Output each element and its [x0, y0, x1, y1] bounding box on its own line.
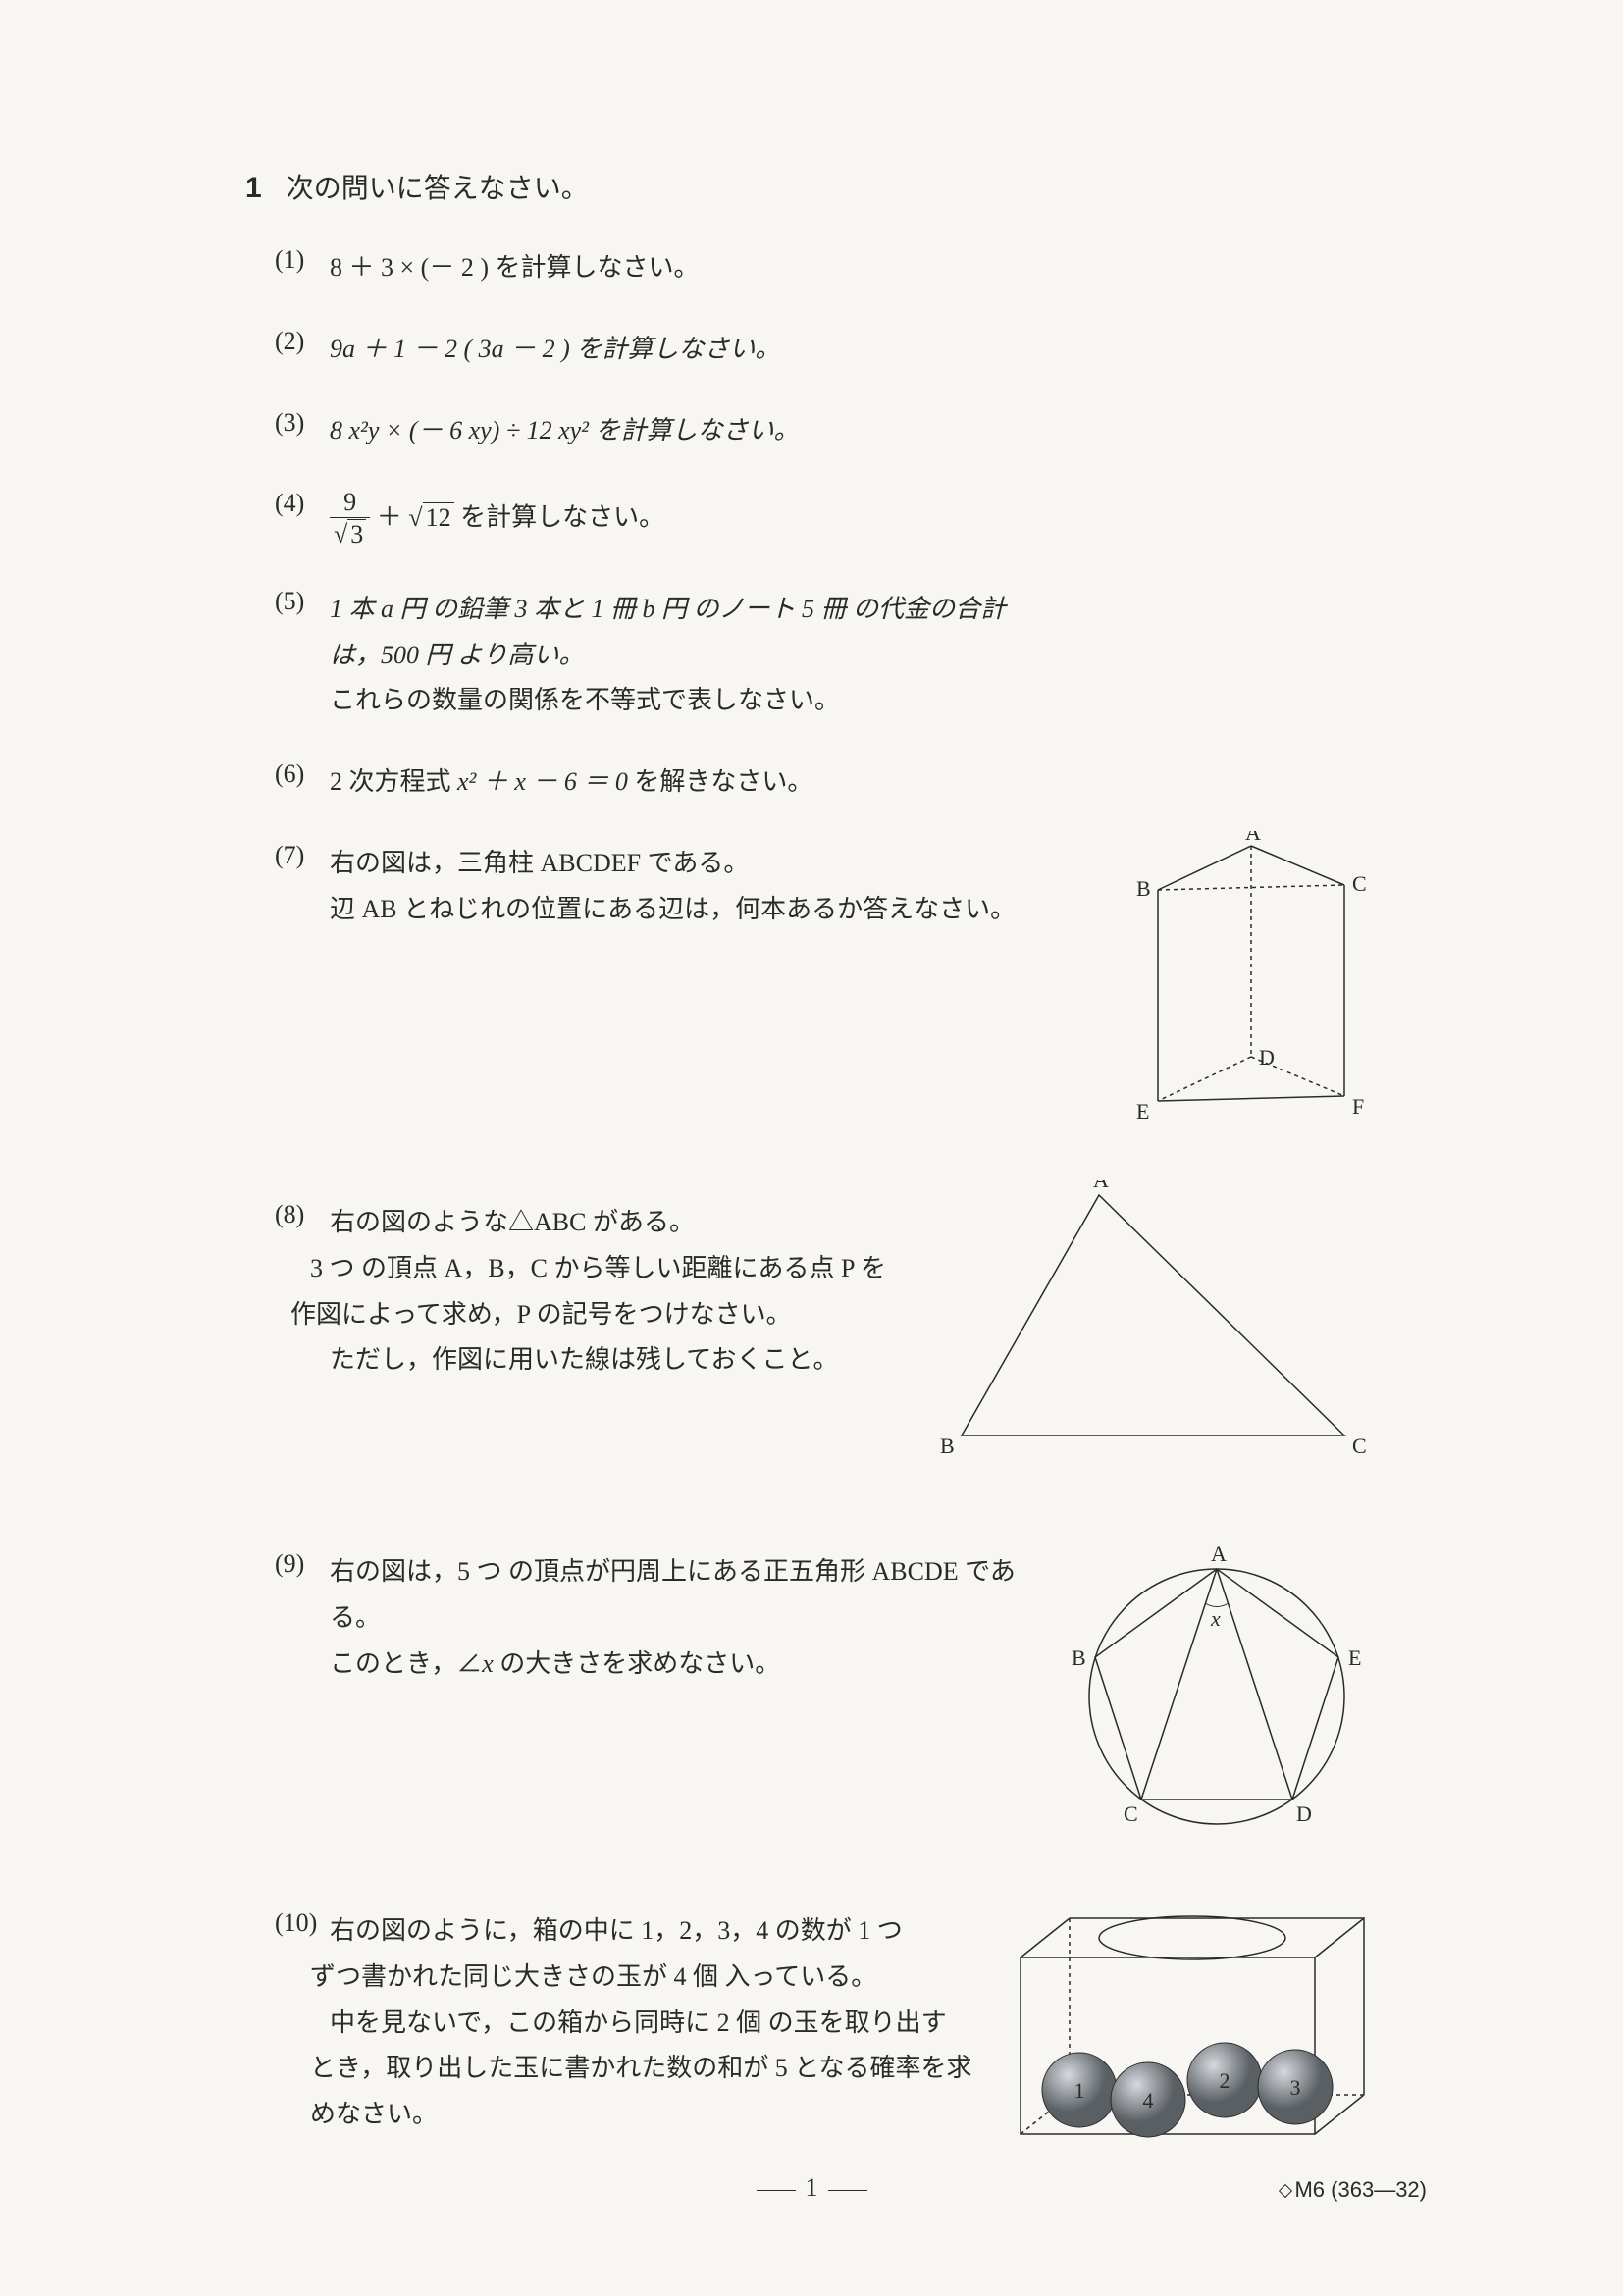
- question-8: (8) 右の図のような△ABC がある。 3 つ の頂点 A，B，C から等しい…: [275, 1200, 1427, 1514]
- question-number: (8): [275, 1200, 330, 1229]
- sqrt: 12: [408, 496, 453, 542]
- text-before: 2 次方程式: [330, 767, 457, 796]
- question-number: (9): [275, 1549, 330, 1579]
- line-1: 右の図は，5 つ の頂点が円周上にある正五角形 ABCDE である。: [330, 1557, 1016, 1632]
- question-text: 9 3 ＋ 12 を計算しなさい。: [330, 489, 1036, 550]
- line-1: 右の図のように，箱の中に 1，2，3，4 の数が 1 つ: [330, 1916, 903, 1945]
- svg-text:F: F: [1352, 1094, 1364, 1119]
- equation: x² ＋ x － 6 ＝ 0: [457, 767, 628, 796]
- question-number: (10): [275, 1908, 330, 1938]
- expression: 8 ＋ 3 × (－ 2 ): [330, 253, 489, 282]
- expression: 9a ＋ 1 － 2 ( 3a － 2 ) を計算しなさい。: [330, 335, 780, 363]
- plus-sign: ＋: [377, 503, 409, 532]
- question-2: (2) 9a ＋ 1 － 2 ( 3a － 2 ) を計算しなさい。: [275, 327, 1427, 373]
- svg-text:A: A: [1093, 1180, 1109, 1192]
- question-1: (1) 8 ＋ 3 × (－ 2 ) を計算しなさい。: [275, 245, 1427, 291]
- line-2: ずつ書かれた同じ大きさの玉が 4 個 入っている。: [310, 1962, 876, 1991]
- svg-text:E: E: [1348, 1645, 1361, 1670]
- question-number: (5): [275, 587, 330, 616]
- line-3: 中を見ないで，この箱から同時に 2 個 の玉を取り出す: [330, 2009, 947, 2037]
- line-1: 右の図のような△ABC がある。: [330, 1208, 695, 1236]
- svg-text:C: C: [1124, 1801, 1138, 1826]
- line-2-after: の大きさを求めなさい。: [494, 1649, 781, 1678]
- section-header: 1 次の問いに答えなさい。: [245, 167, 1427, 206]
- svg-text:B: B: [1136, 876, 1151, 901]
- svg-text:1: 1: [1074, 2078, 1085, 2103]
- figure-box: 1 4 2 3: [981, 1899, 1393, 2173]
- section-number: 1: [245, 172, 262, 204]
- fraction-numerator: 9: [330, 489, 370, 518]
- svg-text:3: 3: [1290, 2075, 1301, 2100]
- line-1: 右の図は，三角柱 ABCDEF である。: [330, 849, 749, 877]
- svg-text:D: D: [1259, 1045, 1275, 1070]
- line-3: 作図によって求め，P の記号をつけなさい。: [290, 1300, 792, 1329]
- text-after: を計算しなさい。: [489, 253, 700, 282]
- question-text: 2 次方程式 x² ＋ x － 6 ＝ 0 を解きなさい。: [330, 759, 1036, 806]
- svg-text:C: C: [1352, 1434, 1367, 1458]
- figure-triangle: A B C: [922, 1180, 1384, 1465]
- figure-pentagon: A B C D Ex: [1050, 1539, 1384, 1844]
- line-2: 3 つ の頂点 A，B，C から等しい距離にある点 P を: [310, 1254, 886, 1282]
- question-list: (1) 8 ＋ 3 × (－ 2 ) を計算しなさい。 (2) 9a ＋ 1 －…: [275, 245, 1427, 2173]
- line-5: めなさい。: [310, 2100, 438, 2128]
- svg-text:B: B: [940, 1434, 955, 1458]
- question-6: (6) 2 次方程式 x² ＋ x － 6 ＝ 0 を解きなさい。: [275, 759, 1427, 806]
- question-number: (2): [275, 327, 330, 356]
- svg-text:B: B: [1072, 1645, 1086, 1670]
- question-3: (3) 8 x²y × (－ 6 xy) ÷ 12 xy² を計算しなさい。: [275, 408, 1427, 454]
- line-4: ただし，作図に用いた線は残しておくこと。: [330, 1345, 838, 1374]
- question-text: 8 x²y × (－ 6 xy) ÷ 12 xy² を計算しなさい。: [330, 408, 1036, 454]
- question-9: (9) 右の図は，5 つ の頂点が円周上にある正五角形 ABCDE である。 こ…: [275, 1549, 1427, 1873]
- svg-text:x: x: [1210, 1606, 1221, 1631]
- svg-text:D: D: [1296, 1801, 1312, 1826]
- line-2: 辺 AB とねじれの位置にある辺は，何本あるか答えなさい。: [330, 895, 1016, 923]
- expression: 8 x²y × (－ 6 xy) ÷ 12 xy² を計算しなさい。: [330, 416, 799, 444]
- text-after: を計算しなさい。: [460, 503, 664, 532]
- question-number: (6): [275, 759, 330, 789]
- diamond-icon: [1279, 2184, 1292, 2198]
- question-text: 右の図は，5 つ の頂点が円周上にある正五角形 ABCDE である。 このとき，…: [330, 1549, 1036, 1687]
- svg-text:A: A: [1245, 831, 1261, 845]
- question-text: 右の図のように，箱の中に 1，2，3，4 の数が 1 つ ずつ書かれた同じ大きさ…: [330, 1908, 1036, 2138]
- question-7: (7) 右の図は，三角柱 ABCDEF である。 辺 AB とねじれの位置にある…: [275, 841, 1427, 1165]
- question-number: (3): [275, 408, 330, 438]
- footer-code-text: M6 (363—32): [1294, 2177, 1427, 2202]
- footer-code: M6 (363—32): [1281, 2177, 1427, 2203]
- question-number: (4): [275, 489, 330, 518]
- svg-text:2: 2: [1220, 2068, 1230, 2093]
- section-instruction: 次の問いに答えなさい。: [287, 174, 589, 204]
- question-number: (1): [275, 245, 330, 275]
- question-number: (7): [275, 841, 330, 870]
- question-text: 9a ＋ 1 － 2 ( 3a － 2 ) を計算しなさい。: [330, 327, 1036, 373]
- line-2: これらの数量の関係を不等式で表しなさい。: [330, 686, 840, 714]
- question-10: (10) 右の図のように，箱の中に 1，2，3，4 の数が 1 つ ずつ書かれた…: [275, 1908, 1427, 2173]
- question-text: 1 本 a 円 の鉛筆 3 本と 1 冊 b 円 のノート 5 冊 の代金の合計…: [330, 587, 1036, 724]
- line-4: とき，取り出した玉に書かれた数の和が 5 となる確率を求: [310, 2054, 971, 2082]
- line-2-before: このとき，∠: [330, 1649, 482, 1678]
- var-x: x: [482, 1649, 494, 1678]
- figure-prism: A B C D E F: [1099, 831, 1393, 1135]
- page-number-value: 1: [806, 2173, 818, 2202]
- line-1: 1 本 a 円 の鉛筆 3 本と 1 冊 b 円 のノート 5 冊 の代金の合計…: [330, 595, 1006, 669]
- svg-text:C: C: [1352, 871, 1367, 896]
- fraction: 9 3: [330, 489, 370, 550]
- question-5: (5) 1 本 a 円 の鉛筆 3 本と 1 冊 b 円 のノート 5 冊 の代…: [275, 587, 1427, 724]
- svg-text:A: A: [1211, 1541, 1227, 1566]
- text-after: を解きなさい。: [634, 767, 812, 796]
- question-text: 右の図は，三角柱 ABCDEF である。 辺 AB とねじれの位置にある辺は，何…: [330, 841, 1036, 933]
- svg-text:4: 4: [1143, 2088, 1154, 2113]
- svg-text:E: E: [1136, 1099, 1149, 1123]
- fraction-denominator: 3: [330, 518, 370, 551]
- question-4: (4) 9 3 ＋ 12 を計算しなさい。: [275, 489, 1427, 550]
- question-text: 8 ＋ 3 × (－ 2 ) を計算しなさい。: [330, 245, 1036, 291]
